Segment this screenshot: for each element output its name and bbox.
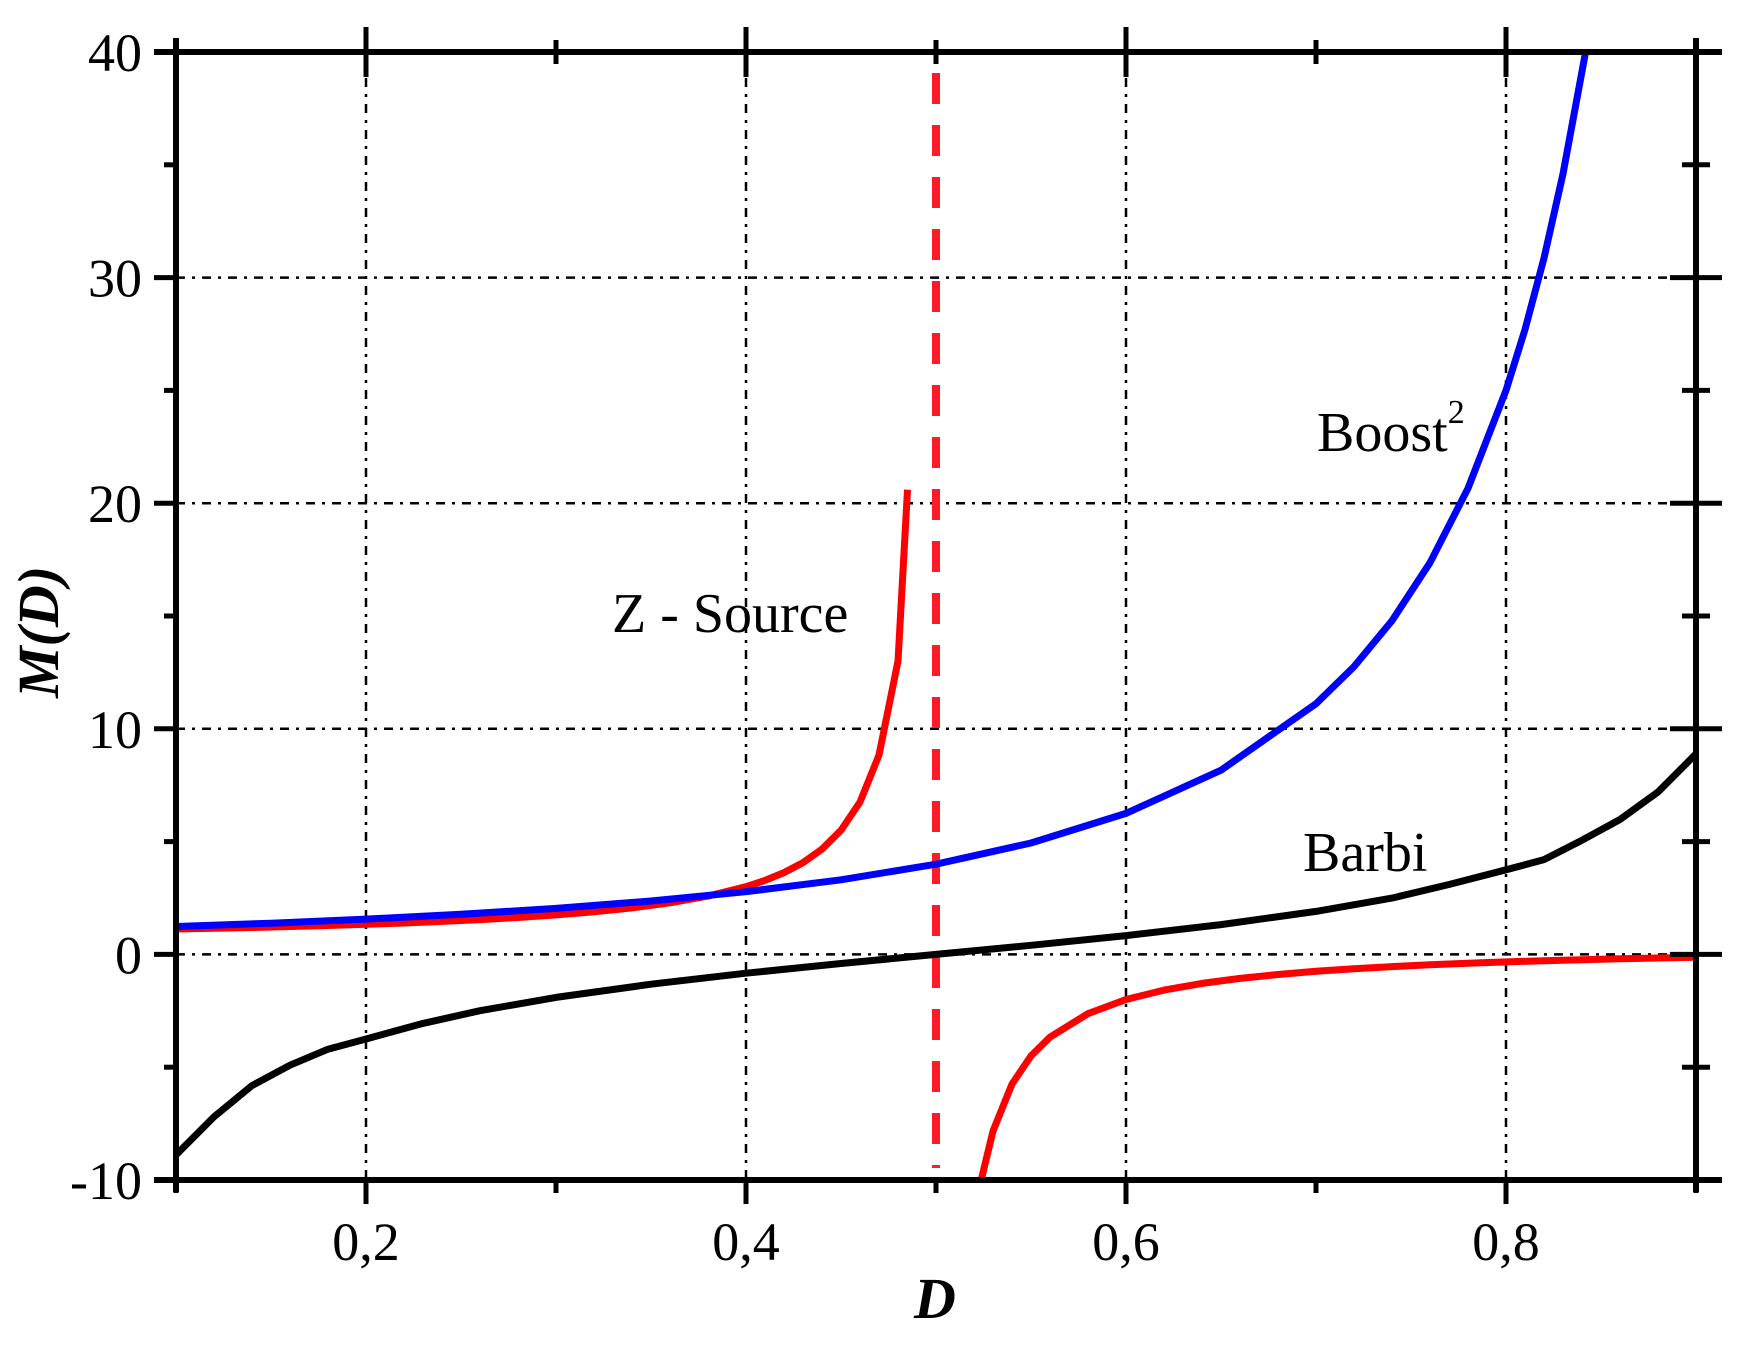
series-label-superscript: 2 — [1448, 394, 1465, 431]
axes-frame — [154, 27, 1722, 1204]
series-label: Z - Source — [612, 583, 848, 645]
x-tick-label: 0,8 — [1472, 1212, 1540, 1272]
data-series — [176, 52, 1696, 1180]
series-labels: Z - Source Boost2 Barbi — [612, 394, 1465, 884]
series-label: Barbi — [1303, 822, 1427, 884]
series-label-text: Boost — [1317, 402, 1448, 464]
series-label-text: Z - Source — [612, 583, 848, 645]
series-barbi — [176, 751, 1696, 1158]
y-axis-title-text: M(D) — [6, 566, 71, 699]
series-boost- — [176, 52, 1590, 930]
series-label-text: Barbi — [1303, 822, 1427, 884]
x-tick-label: 0,4 — [712, 1212, 780, 1272]
series-line — [176, 489, 911, 933]
y-axis-title: M(D) — [6, 566, 71, 699]
x-axis-title: D — [913, 1266, 956, 1331]
series-line — [977, 953, 1696, 1180]
x-tick-label: 0,2 — [332, 1212, 400, 1272]
y-tick-label: 10 — [88, 700, 142, 760]
x-tick-label: 0,6 — [1092, 1212, 1160, 1272]
y-tick-label: 40 — [88, 23, 142, 83]
y-tick-label: 30 — [88, 249, 142, 309]
y-tick-label: 20 — [88, 474, 142, 534]
series-label: Boost2 — [1317, 394, 1465, 464]
series-line — [176, 751, 1696, 1158]
series-line — [176, 52, 1590, 930]
y-tick-label: -10 — [70, 1151, 142, 1211]
y-tick-label: 0 — [115, 925, 142, 985]
tick-labels: 0,2 0,4 0,6 0,8 -10 0 10 20 30 40 — [70, 23, 1540, 1272]
series-z-source — [176, 489, 1696, 1180]
